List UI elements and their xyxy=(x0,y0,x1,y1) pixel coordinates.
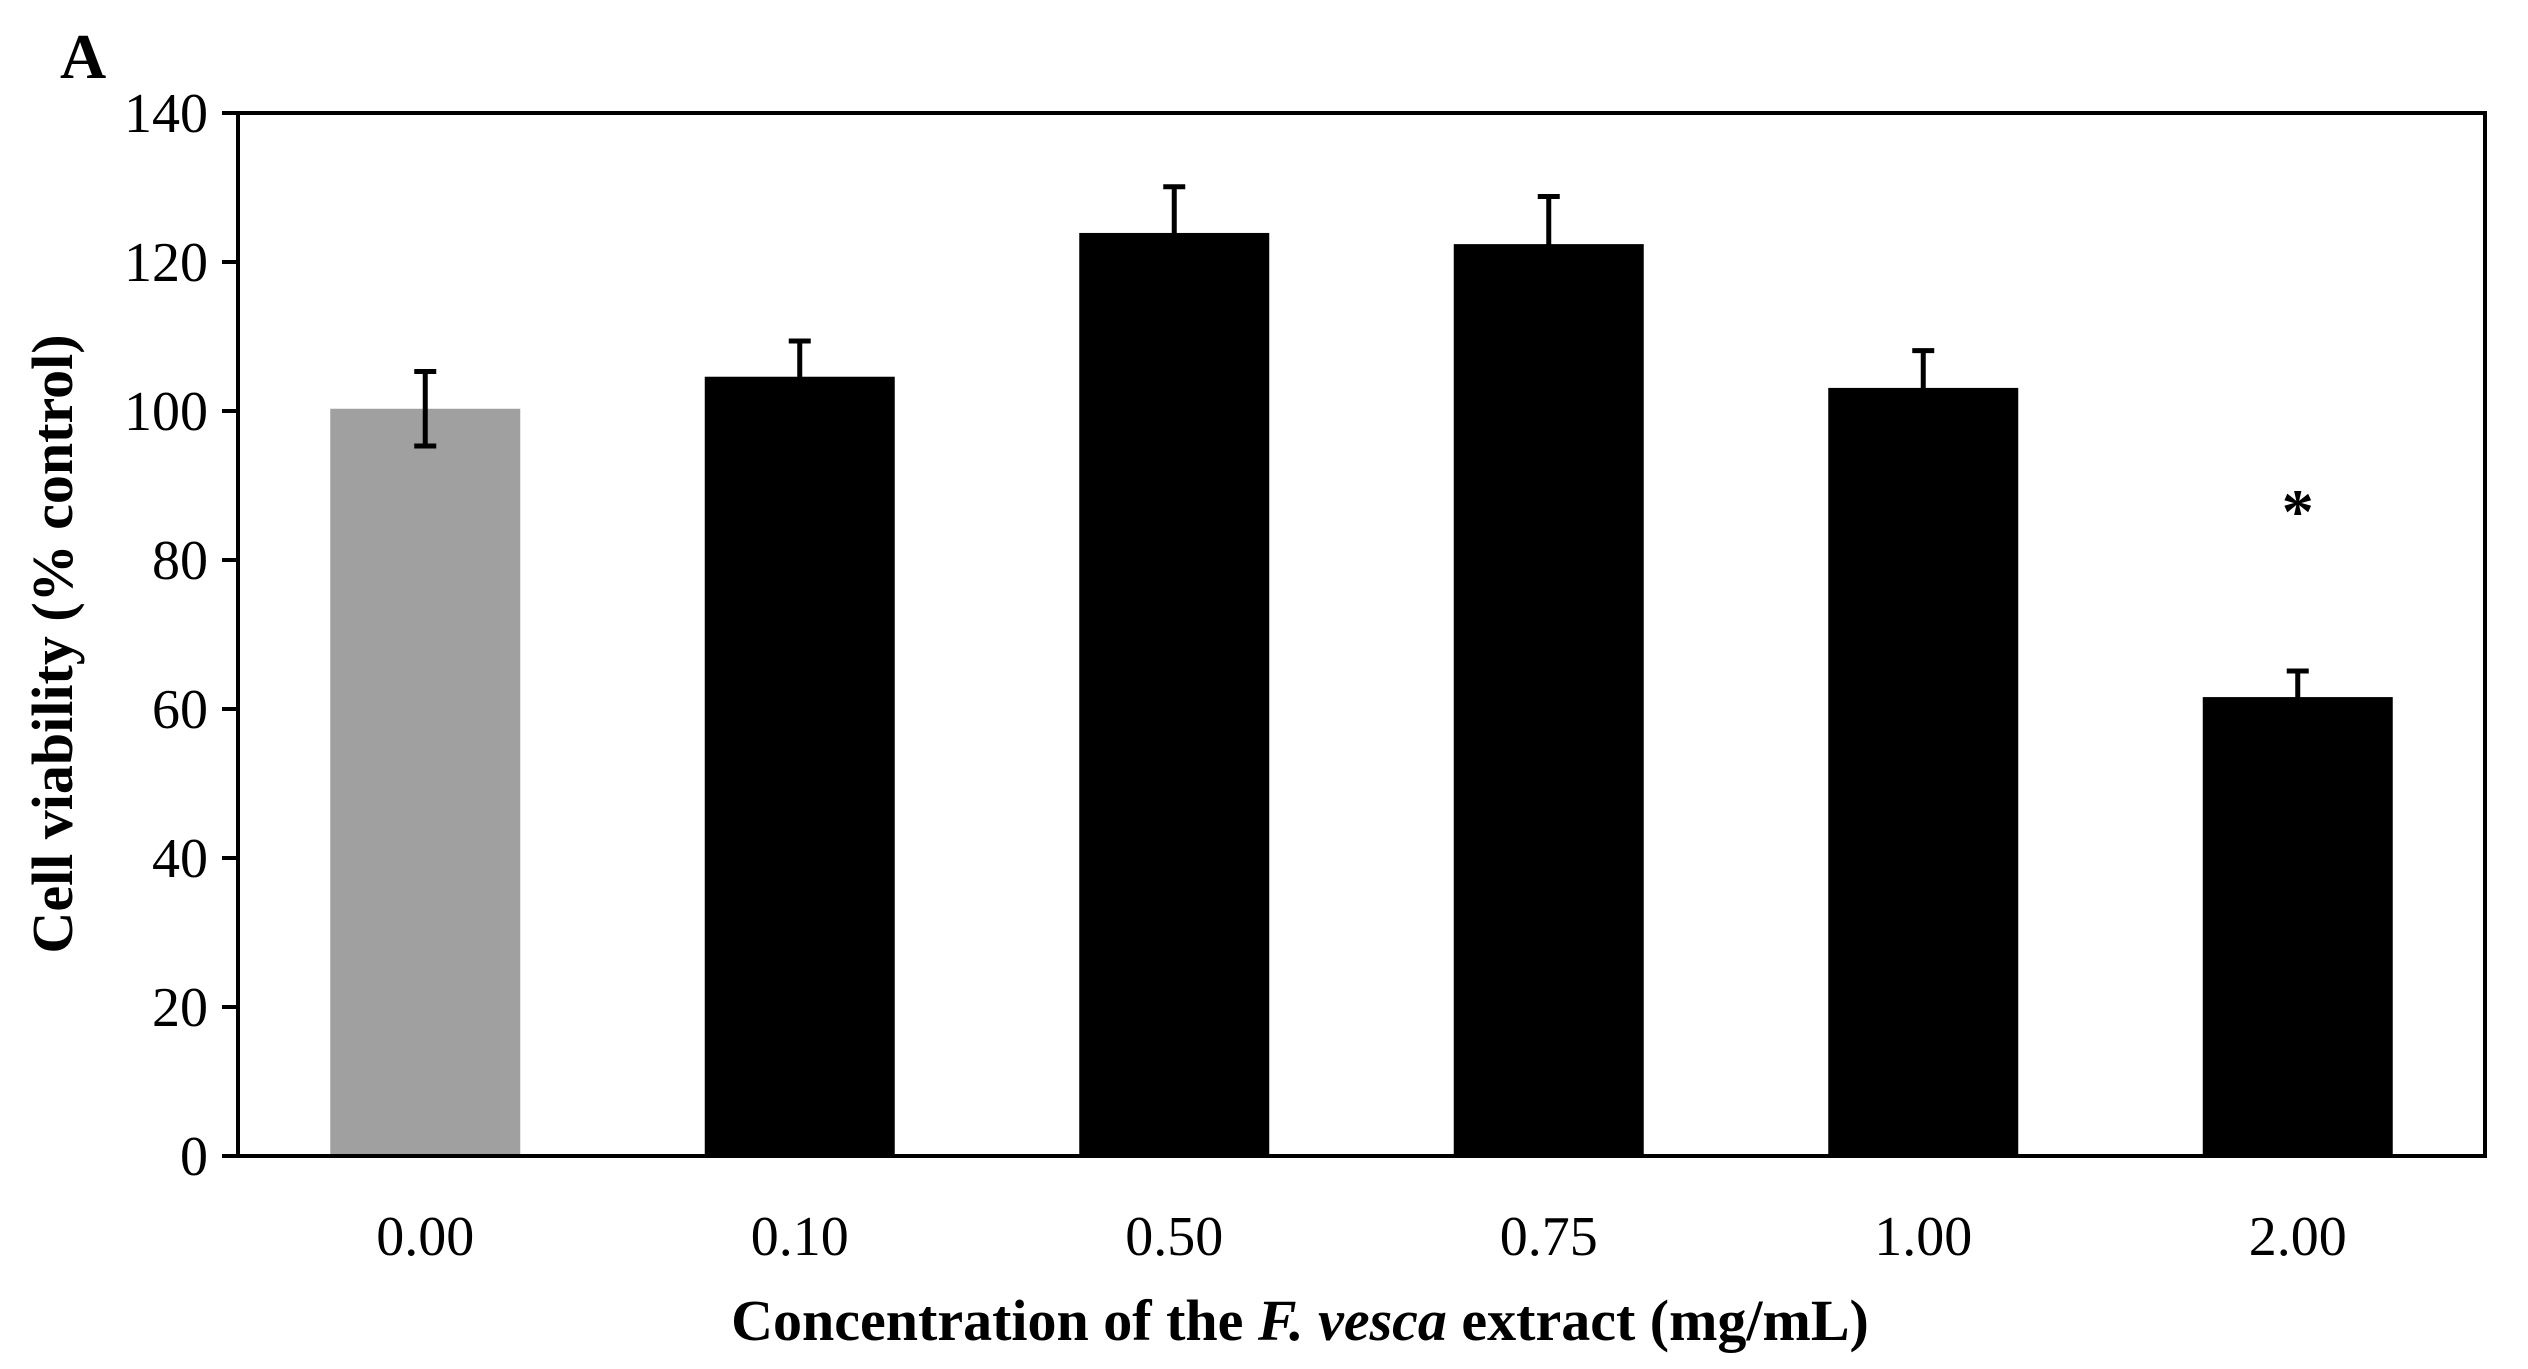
bar-0.10 xyxy=(704,376,895,1157)
panel-label: A xyxy=(60,21,106,92)
y-tick-label: 80 xyxy=(152,530,208,592)
y-tick-label: 20 xyxy=(152,977,208,1039)
y-tick-label: 60 xyxy=(152,679,208,741)
error-bar-1.00 xyxy=(1912,348,1935,428)
bar-2.00 xyxy=(2202,697,2393,1156)
x-axis-title: Concentration of the F. vesca extract (m… xyxy=(731,1288,1869,1353)
x-tick-label: 0.00 xyxy=(376,1206,474,1268)
x-tick-label: 0.50 xyxy=(1125,1206,1223,1268)
significance-marker: * xyxy=(2282,476,2314,547)
error-bar-0.00 xyxy=(414,369,437,449)
x-tick-label: 0.75 xyxy=(1500,1206,1598,1268)
bar-1.00 xyxy=(1828,387,2019,1156)
y-tick-label: 120 xyxy=(124,232,208,294)
y-tick-label: 100 xyxy=(124,381,208,443)
error-bar-0.75 xyxy=(1537,193,1560,295)
bar-0.75 xyxy=(1453,244,1644,1156)
x-axis-title-prefix: Concentration of the xyxy=(731,1288,1258,1353)
error-bars-group xyxy=(414,184,2309,726)
axes-group: 0.00 0.10 0.50 0.75 1.00 2.00 0 20 40 60 80 100 120 1… xyxy=(124,83,2487,1268)
annotations-group: * xyxy=(2282,476,2314,547)
y-axis-title: Cell viability (% control) xyxy=(20,334,85,953)
x-tick-label: 1.00 xyxy=(1874,1206,1972,1268)
y-tick-label: 0 xyxy=(180,1126,208,1188)
bars-group xyxy=(330,232,2393,1157)
plot-frame xyxy=(236,111,2487,1158)
bar-0.50 xyxy=(1079,232,1270,1156)
bar-0.00 xyxy=(330,408,521,1156)
x-axis-title-suffix: extract (mg/mL) xyxy=(1447,1288,1869,1353)
x-tick-label: 2.00 xyxy=(2249,1206,2347,1268)
x-axis-title-species: F. vesca xyxy=(1257,1288,1447,1353)
error-bar-0.10 xyxy=(788,338,811,415)
y-tick-label: 40 xyxy=(152,828,208,890)
error-bar-0.50 xyxy=(1163,184,1186,282)
x-tick-label: 0.10 xyxy=(751,1206,849,1268)
y-tick-label: 140 xyxy=(124,83,208,145)
error-bar-2.00 xyxy=(2286,668,2309,726)
